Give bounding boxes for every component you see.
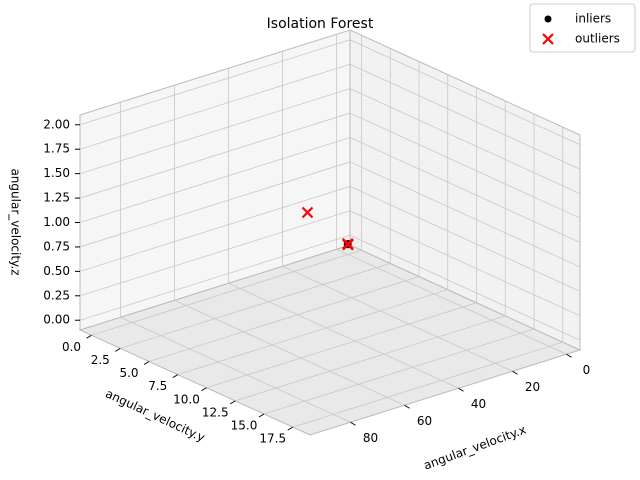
y-tick [86,334,92,339]
y-tick-label: 15.0 [231,419,258,433]
y-tick [172,374,179,379]
x-tick-label: 20 [525,380,540,394]
grid-line [177,289,448,376]
grid-line [79,210,351,297]
grid-line [292,341,563,428]
y-tick [229,400,236,405]
y-tick-label: 17.5 [259,432,286,446]
grid-line [263,328,535,415]
grid-line [349,63,581,170]
legend-label: inliers [575,12,611,26]
grid-line [79,112,351,199]
grid-line [282,265,513,372]
y-tick-label: 0.0 [62,340,81,354]
z-tick-label: 0.25 [43,288,70,302]
z-tick-label: 1.00 [43,215,70,229]
grid-line [120,316,351,423]
x-tick [404,404,410,409]
z-tick-label: 0.00 [43,313,70,327]
y-tick [287,426,294,431]
x-tick-label: 60 [417,414,432,428]
grid-line [336,248,567,355]
grid-line [174,299,405,406]
z-tick-label: 1.50 [43,166,70,180]
grid-line [120,262,391,349]
x-tick-label: 80 [363,431,378,445]
x-tick-label: 0 [583,363,591,377]
y-tick [143,361,150,365]
y-tick-label: 7.5 [148,379,167,393]
point [301,206,314,219]
grid-line [79,63,351,150]
grid-line [349,88,581,195]
y-tick-label: 2.5 [91,353,110,367]
legend-marker [542,33,554,45]
grid-line [79,137,351,223]
x-tick-label: 40 [471,397,486,411]
grid-line [235,315,506,402]
y-tick [258,413,265,418]
z-tick-label: 1.75 [43,142,70,156]
grid-line [79,161,351,248]
grid-line [79,234,351,321]
legend-label: outliers [575,32,620,46]
grid-line [79,185,351,272]
grid-line [349,39,581,146]
point [342,237,354,250]
z-axis-label: angular_velocity.z [9,168,23,275]
y-tick [114,347,121,352]
x-tick [350,421,356,426]
grid-line [148,276,420,362]
legend-marker [544,15,552,23]
grid-line [349,112,581,219]
grid-line [349,185,581,292]
grid-line [228,282,459,389]
grid-line [79,39,351,126]
grid-line [206,302,477,389]
x-tick [512,370,518,375]
y-tick-label: 10.0 [173,392,200,406]
y-tick-label: 12.5 [202,405,229,419]
z-tick-label: 1.25 [43,191,70,205]
x-tick [458,387,464,392]
z-tick-label: 2.00 [43,117,70,131]
grid-line [349,210,581,317]
grid-line [349,137,581,243]
grid-line [79,88,351,175]
x-axis-label: angular_velocity.x [422,422,528,472]
y-tick [201,387,207,392]
grid-line [349,161,581,268]
z-tick-label: 0.50 [43,264,70,278]
grid-line [349,234,581,341]
chart-title: Isolation Forest [267,16,374,32]
z-tick-label: 0.75 [43,239,70,253]
legend-box [529,3,636,53]
grid-line [91,249,362,336]
x-tick [566,353,572,358]
y-tick-label: 5.0 [119,366,138,380]
